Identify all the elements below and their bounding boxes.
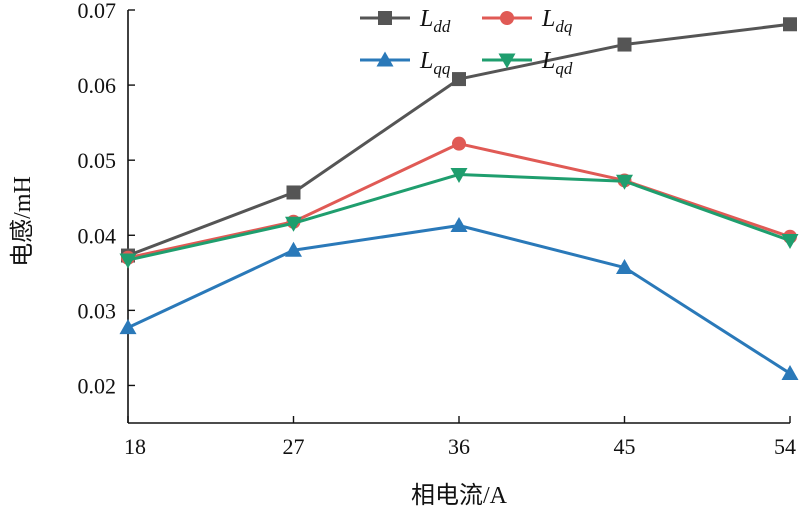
- series-layer: [119, 17, 799, 380]
- y-tick-label: 0.05: [78, 148, 117, 173]
- data-point: [119, 319, 137, 335]
- legend-label: Lqq: [419, 48, 451, 78]
- legend-label: Ldq: [541, 6, 573, 36]
- legend-marker: [376, 51, 394, 67]
- legend-label: Lqd: [541, 48, 573, 78]
- data-point: [285, 216, 302, 232]
- series-l-qd: [119, 167, 799, 269]
- x-tick-label: 45: [614, 434, 636, 459]
- y-tick-label: 0.07: [78, 0, 117, 23]
- data-point: [783, 17, 797, 32]
- data-point: [119, 253, 137, 269]
- ticks: 0.02 0.03 0.04 0.05 0.06 0.07 18 27 36 45 54: [78, 0, 797, 459]
- x-axis-title: 相电流/A: [411, 482, 508, 509]
- legend-item: Lqd: [482, 48, 573, 78]
- data-point: [452, 136, 466, 151]
- x-tick-label: 54: [774, 434, 796, 459]
- y-tick-label: 0.06: [78, 73, 117, 98]
- x-tick-label: 36: [448, 434, 470, 459]
- data-point: [286, 185, 301, 200]
- y-axis-title: 电感/mH: [9, 176, 36, 267]
- y-tick-label: 0.04: [78, 223, 117, 248]
- legend-marker: [378, 11, 392, 25]
- series-l-dd: [121, 17, 797, 263]
- series-line: [127, 224, 791, 375]
- data-point: [452, 72, 466, 87]
- data-point: [285, 241, 302, 257]
- legend-item: Ldq: [482, 6, 573, 36]
- legend-label: Ldd: [419, 6, 451, 36]
- legend-marker: [500, 11, 514, 25]
- series-l-dq: [121, 136, 797, 265]
- y-tick-label: 0.02: [78, 373, 117, 398]
- series-l-qq: [119, 217, 799, 380]
- x-tick-label: 27: [283, 434, 305, 459]
- legend-item: Ldd: [360, 6, 451, 36]
- legend-marker: [498, 53, 516, 69]
- data-point: [781, 234, 799, 250]
- series-line: [127, 142, 791, 260]
- data-point: [450, 217, 468, 233]
- x-tick-label: 18: [124, 434, 146, 459]
- legend: Ldd Ldq Lqq Lqd: [360, 6, 573, 78]
- data-point: [616, 259, 633, 275]
- data-point: [617, 37, 632, 52]
- data-point: [450, 167, 468, 183]
- legend-item: Lqq: [360, 48, 451, 78]
- data-point: [616, 174, 633, 190]
- data-point: [781, 364, 799, 380]
- y-tick-label: 0.03: [78, 298, 117, 323]
